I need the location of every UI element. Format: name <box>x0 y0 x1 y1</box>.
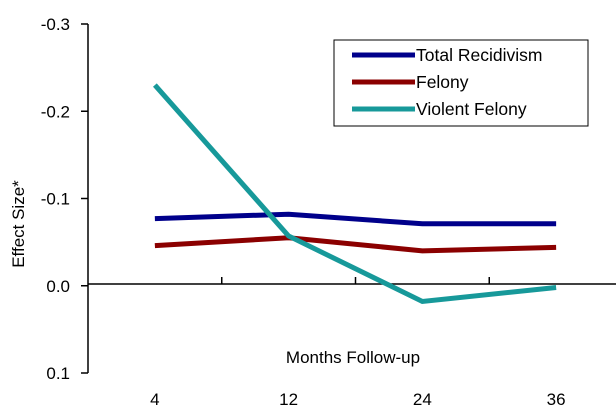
x-tick-label: 36 <box>547 390 566 409</box>
y-tick-label: -0.1 <box>41 190 70 209</box>
x-tick-label: 4 <box>150 390 159 409</box>
legend-label-felony: Felony <box>416 72 469 92</box>
x-axis-label: Months Follow-up <box>286 348 420 367</box>
y-tick-label: -0.2 <box>41 102 70 121</box>
y-axis-label: Effect Size* <box>9 180 28 268</box>
legend-label-violent-felony: Violent Felony <box>416 99 527 119</box>
series-line-violent-felony <box>153 83 557 305</box>
legend-label-total-recidivism: Total Recidivism <box>416 45 542 65</box>
y-tick-label: 0.1 <box>46 364 70 383</box>
legend: Total Recidivism Felony Violent Felony <box>333 39 589 127</box>
series-line-felony <box>154 235 557 254</box>
series-line-total-recidivism <box>154 211 557 227</box>
y-tick-label: 0.0 <box>46 277 70 296</box>
x-tick-label: 24 <box>413 390 432 409</box>
y-tick-label: -0.3 <box>41 15 70 34</box>
x-tick-label: 12 <box>279 390 298 409</box>
